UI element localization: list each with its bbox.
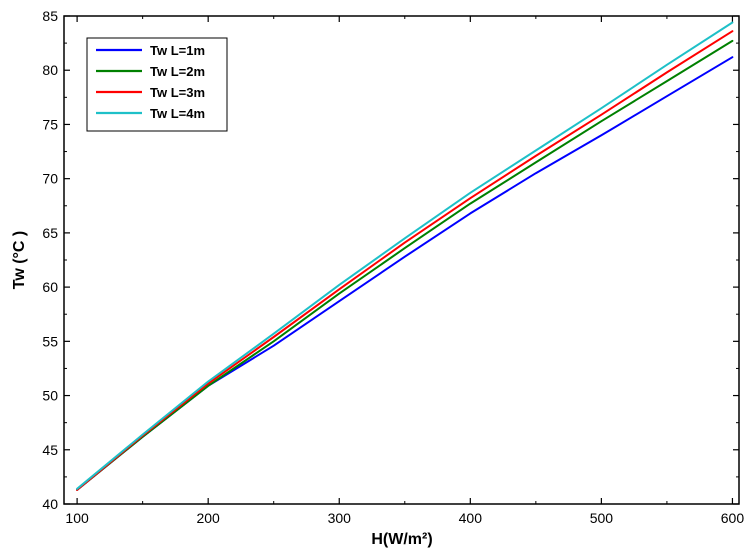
x-axis-title: H(W/m²): [371, 531, 432, 548]
y-tick-label: 80: [42, 62, 58, 78]
x-tick-label: 400: [459, 510, 483, 526]
y-tick-label: 55: [42, 333, 58, 349]
legend-box: [86, 37, 228, 132]
y-tick-label: 70: [42, 171, 58, 187]
y-tick-label: 40: [42, 496, 58, 512]
x-tick-label: 300: [328, 510, 352, 526]
legend-label-1: Tw L=1m: [150, 43, 205, 58]
legend-label-3: Tw L=3m: [150, 85, 205, 100]
series-line-2: [76, 39, 734, 491]
y-tick-label: 60: [42, 279, 58, 295]
y-axis-title: Tw (°C ): [11, 231, 28, 290]
series-line-3: [76, 30, 734, 491]
y-tick-label: 75: [42, 116, 58, 132]
x-axis-ticks: 100 200 300 400 500 600: [65, 16, 744, 526]
x-tick-label: 100: [65, 510, 89, 526]
series-lines: [76, 21, 734, 491]
x-tick-label: 500: [590, 510, 614, 526]
y-tick-label: 45: [42, 442, 58, 458]
series-line-4: [76, 21, 734, 490]
legend-label-4: Tw L=4m: [150, 106, 205, 121]
x-tick-label: 600: [721, 510, 745, 526]
y-axis-ticks: 40 45 50 55 60 65 70 75 80 85: [42, 8, 739, 512]
y-tick-label: 50: [42, 388, 58, 404]
x-tick-label: 200: [196, 510, 220, 526]
y-tick-label: 65: [42, 225, 58, 241]
legend: Tw L=1m Tw L=2m Tw L=3m Tw L=4m: [86, 37, 228, 132]
y-tick-label: 85: [42, 8, 58, 24]
legend-label-2: Tw L=2m: [150, 64, 205, 79]
